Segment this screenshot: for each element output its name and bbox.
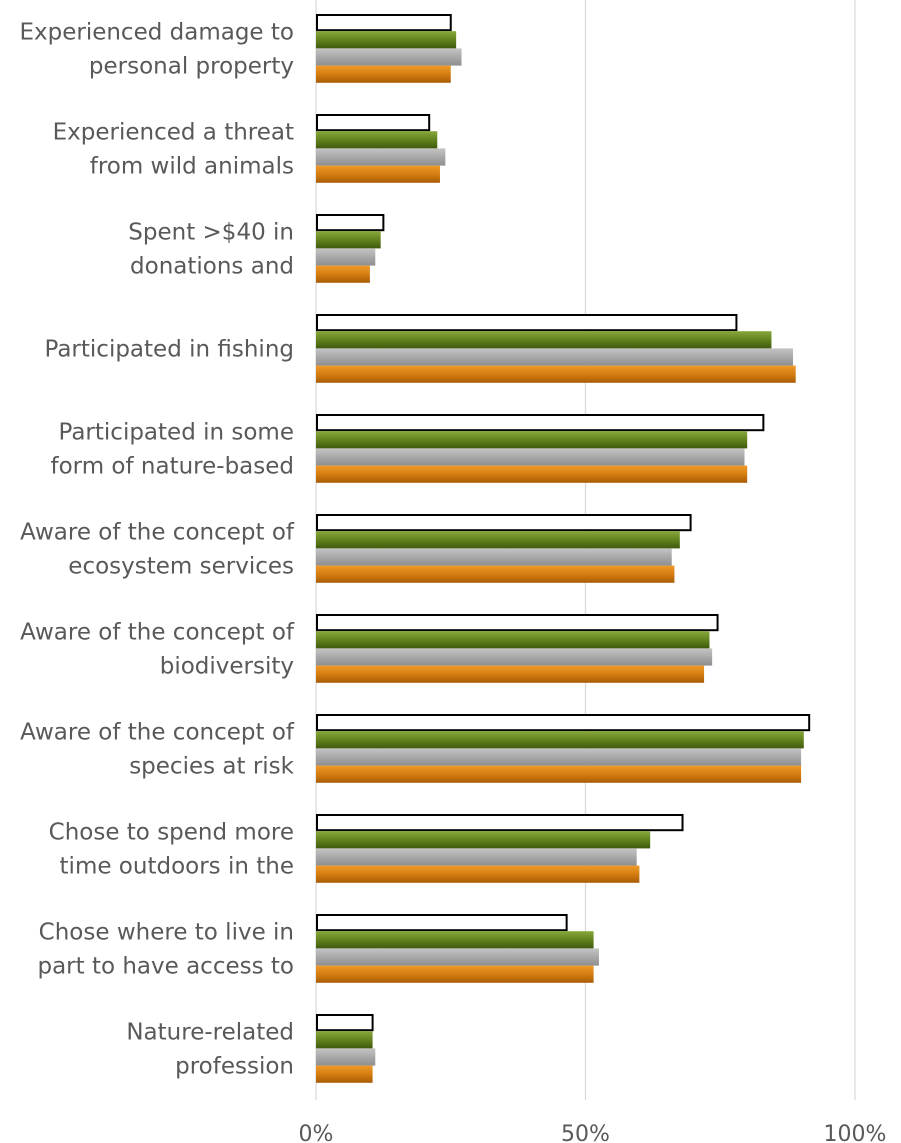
category-label-3-line-2: donations and — [130, 253, 294, 279]
x-tick-label-1: 0% — [299, 1122, 334, 1143]
category-label-3-line-1: Spent >$40 in — [128, 219, 294, 245]
bar-cat11-series3 — [316, 1048, 376, 1066]
bar-cat3-series1 — [316, 214, 385, 232]
bar-cat9-series2 — [316, 831, 651, 849]
category-label-8-line-2: species at risk — [129, 753, 294, 779]
bar-cat11-series4 — [316, 1065, 373, 1083]
category-label-9-line-2: time outdoors in the — [60, 853, 294, 879]
bar-cat5-series4 — [316, 465, 748, 483]
category-labels: Experienced damage to personal property Ex… — [19, 19, 294, 1079]
bar-cat5-series3 — [316, 448, 745, 466]
bar-cat2-series3 — [316, 148, 446, 166]
category-label-10-line-1: Chose where to live in — [39, 919, 294, 945]
bar-cat8-series3 — [316, 748, 802, 766]
bar-cat11-series2 — [316, 1031, 373, 1049]
bar-cat4-series1 — [316, 314, 738, 332]
bar-cat7-series3 — [316, 648, 713, 666]
bar-cat10-series4 — [316, 965, 594, 983]
bar-cat10-series2 — [316, 931, 594, 949]
category-label-11-line-2: profession — [175, 1053, 294, 1079]
bar-cat8-series2 — [316, 731, 804, 749]
category-label-5-line-1: Participated in some — [59, 419, 295, 445]
bar-cat9-series4 — [316, 865, 640, 883]
bar-cat9-series1 — [316, 814, 684, 832]
category-label-1-line-2: personal property — [89, 53, 294, 79]
bar-cat11-series1 — [316, 1014, 374, 1032]
x-tick-label-3: 100% — [824, 1122, 887, 1143]
x-tick-label-2: 50% — [561, 1122, 610, 1143]
category-label-5-line-2: form of nature-based — [50, 453, 294, 479]
category-label-10-line-2: part to have access to — [37, 953, 294, 979]
bar-cat7-series4 — [316, 665, 705, 683]
bar-cat3-series4 — [316, 265, 370, 283]
bar-cat3-series2 — [316, 231, 381, 249]
bar-cat1-series4 — [316, 65, 451, 83]
category-label-11-line-1: Nature-related — [126, 1019, 294, 1045]
bar-cat1-series3 — [316, 48, 462, 66]
category-label-8-line-1: Aware of the concept of — [20, 719, 295, 745]
bar-cat5-series2 — [316, 431, 748, 449]
bar-cat2-series4 — [316, 165, 440, 183]
bar-cat8-series1 — [316, 714, 811, 732]
category-label-1-line-1: Experienced damage to — [19, 19, 294, 45]
bar-cat5-series1 — [316, 414, 765, 432]
bars — [316, 14, 811, 1083]
bar-cat2-series2 — [316, 131, 438, 149]
bar-cat7-series1 — [316, 614, 719, 632]
bar-cat1-series1 — [316, 14, 452, 32]
category-label-9-line-1: Chose to spend more — [49, 819, 294, 845]
bar-cat4-series4 — [316, 365, 796, 383]
bar-cat6-series3 — [316, 548, 672, 566]
bar-cat9-series3 — [316, 848, 637, 866]
category-label-7-line-1: Aware of the concept of — [20, 619, 295, 645]
category-label-6-line-1: Aware of the concept of — [20, 519, 295, 545]
category-label-2-line-2: from wild animals — [90, 153, 294, 179]
bar-cat10-series3 — [316, 948, 599, 966]
bar-cat10-series1 — [316, 914, 568, 932]
x-axis-tick-labels: 0% 50% 100% — [299, 1122, 887, 1143]
category-label-4-line-1: Participated in fishing — [45, 336, 295, 362]
bar-cat8-series4 — [316, 765, 802, 783]
bar-cat3-series3 — [316, 248, 376, 266]
bar-cat7-series2 — [316, 631, 710, 649]
category-label-7-line-2: biodiversity — [160, 653, 294, 679]
bar-cat4-series2 — [316, 331, 772, 349]
bar-cat6-series1 — [316, 514, 692, 532]
bar-cat6-series2 — [316, 531, 680, 549]
bar-cat6-series4 — [316, 565, 675, 583]
bar-cat4-series3 — [316, 348, 794, 366]
category-label-2-line-1: Experienced a threat — [53, 119, 294, 145]
bar-cat1-series2 — [316, 31, 457, 49]
bar-cat2-series1 — [316, 114, 431, 132]
category-label-6-line-2: ecosystem services — [68, 553, 294, 579]
